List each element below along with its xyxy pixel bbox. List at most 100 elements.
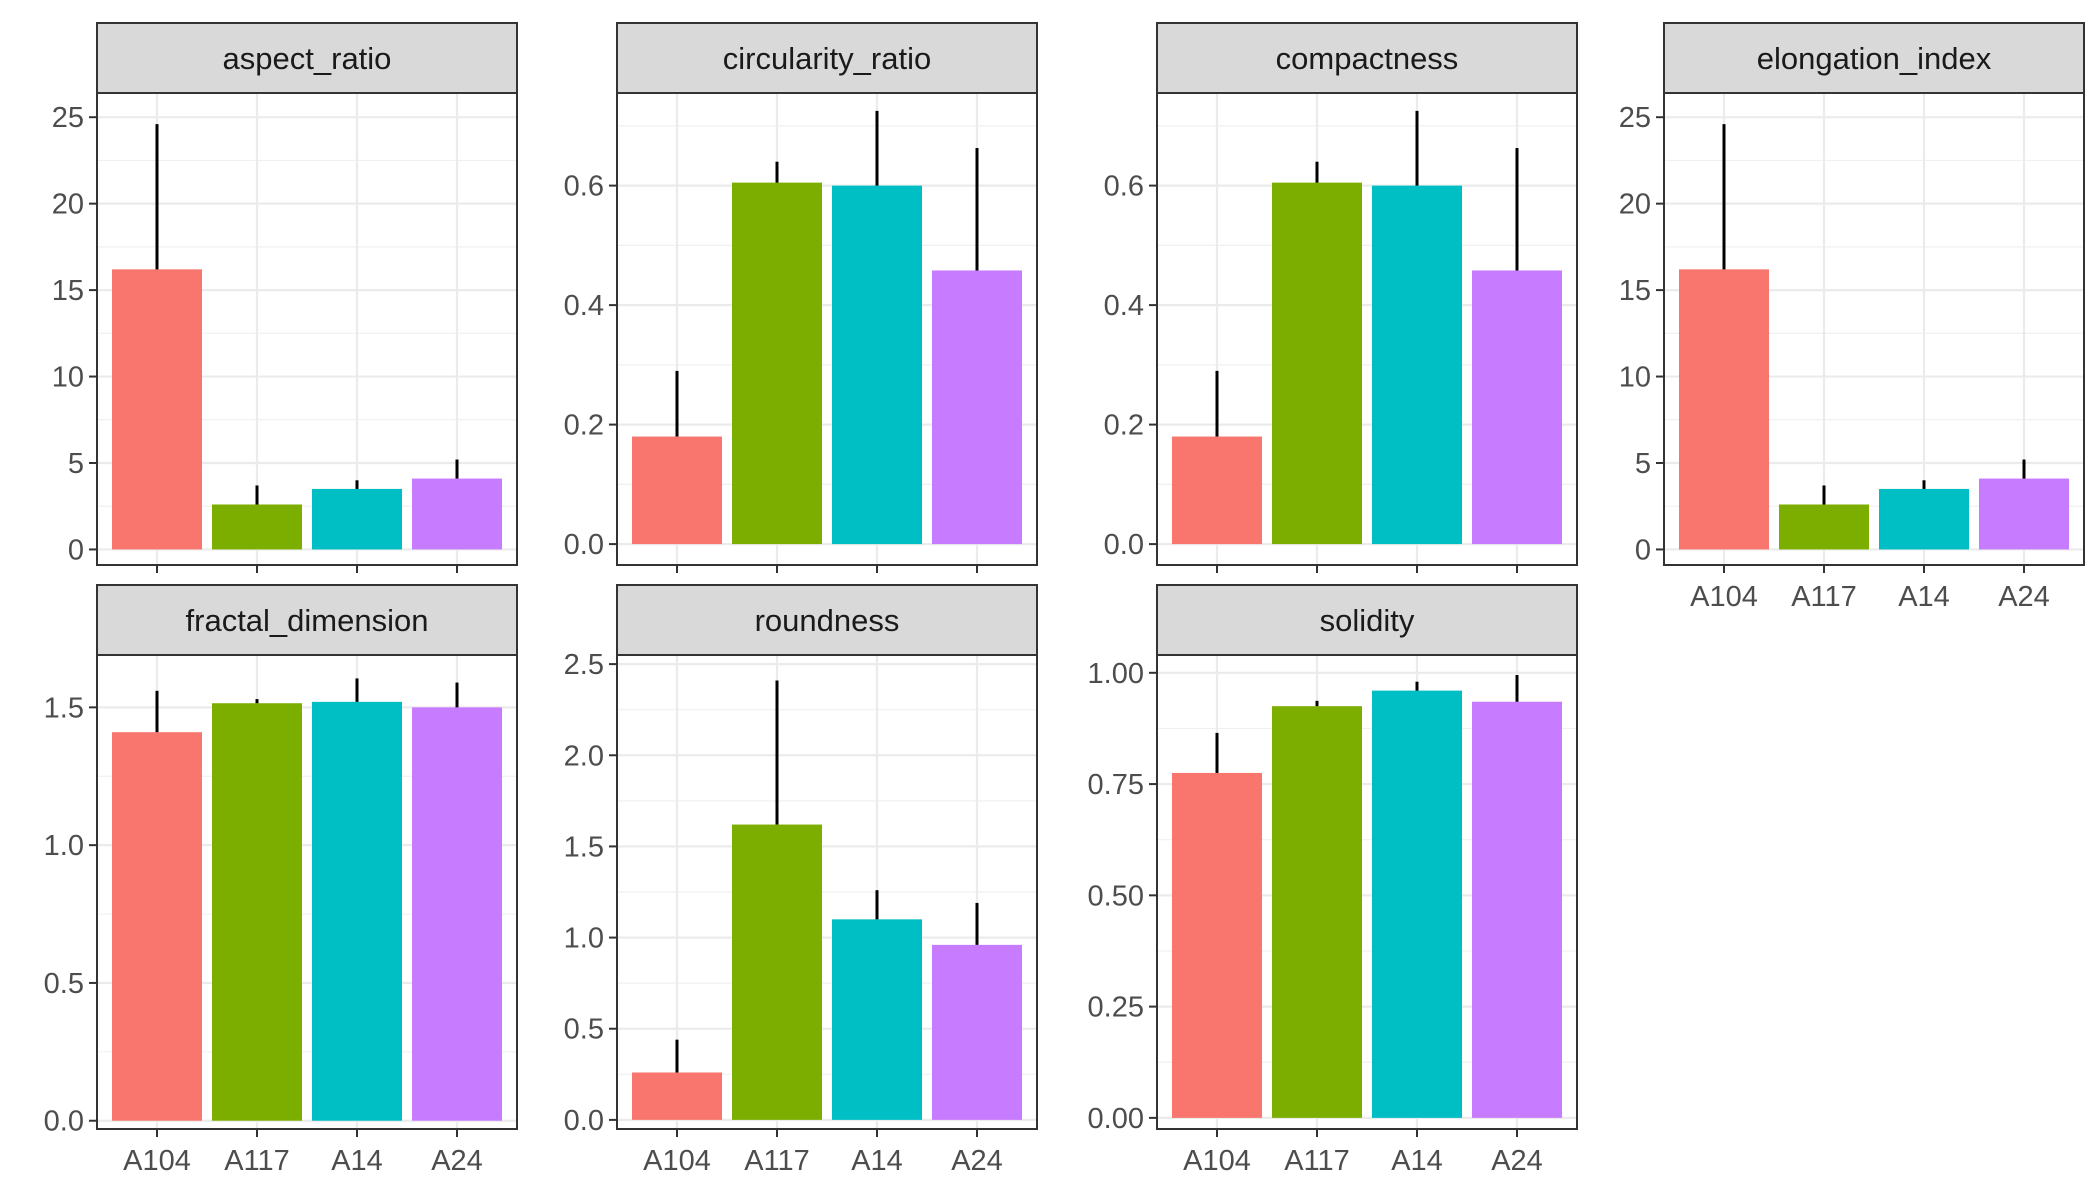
facet-panel-aspect-ratio: aspect_ratio 0 5 10 15 20 25 [52,22,518,573]
bar-A24 [932,944,1022,1120]
x-tick-label: A104 [1183,1145,1251,1177]
facet-panel-fractal-dimension: fractal_dimension 0.0 0.5 1.0 1.5 A104 A117 A14… [44,584,518,1177]
facet-panel-compactness: compactness 0.0 0.2 0.4 0.6 [1104,22,1578,573]
bar-A104 [1172,772,1262,1118]
bar-A117 [1779,504,1869,550]
y-tick-label: 0.5 [44,968,84,1000]
panel-border [96,92,518,566]
y-tick-label: 1.00 [1088,658,1144,690]
x-tick-label: A117 [1791,581,1857,613]
facet-panel-circularity-ratio: circularity_ratio 0.0 0.2 0.4 0.6 [564,22,1038,573]
y-tick-label: 0.4 [1104,290,1144,322]
facet-strip [96,22,518,94]
x-tick-label: A104 [643,1145,711,1177]
bar-A14 [312,701,402,1121]
facet-strip [1663,22,2085,94]
bar-A24 [1979,478,2069,550]
bar-A104 [632,1072,722,1120]
y-tick-label: 0.6 [564,171,604,203]
facet-panel-elongation-index: elongation_index 0 5 10 15 20 25 A104 A117 A14 A24 [1619,22,2085,613]
facet-strip [96,584,518,656]
y-tick-label: 2.0 [564,740,604,772]
facet-strip [1156,584,1578,656]
facet-panel-roundness: roundness 0.0 0.5 1.0 1.5 2.0 2.5 A104 A117 A14 A2… [564,584,1038,1177]
y-tick-label: 0.6 [1104,171,1144,203]
facet-strip-label: roundness [755,603,900,638]
bar-A117 [212,504,302,550]
facet-strip-label: fractal_dimension [186,603,429,638]
y-tick-label: 0.50 [1088,880,1144,912]
facet-strip-label: aspect_ratio [223,41,392,76]
y-tick-label: 0.5 [564,1014,604,1046]
panels-layer: aspect_ratio 0 5 10 15 20 25 circularity_ratio 0… [44,22,2085,1177]
y-tick-label: 1.5 [44,692,84,724]
y-tick-label: 5 [68,448,84,480]
y-tick-label: 0.0 [44,1106,84,1138]
bar-A14 [312,488,402,550]
x-tick-label: A14 [1898,581,1950,613]
x-tick-label: A14 [851,1145,903,1177]
x-tick-label: A14 [331,1145,383,1177]
y-tick-label: 1.0 [564,923,604,955]
y-tick-label: 15 [1619,275,1651,307]
bar-A117 [732,182,822,545]
panel-border [616,92,1038,566]
facet-strip [616,22,1038,94]
bar-A14 [1879,488,1969,550]
bar-A104 [112,269,202,550]
x-tick-label: A24 [951,1145,1003,1177]
facet-strip [616,584,1038,656]
x-tick-label: A24 [1998,581,2050,613]
bar-A14 [832,919,922,1120]
y-tick-label: 1.5 [564,831,604,863]
y-tick-label: 25 [1619,102,1651,134]
y-tick-label: 1.0 [44,830,84,862]
x-tick-label: A14 [1391,1145,1443,1177]
x-tick-label: A24 [1491,1145,1543,1177]
bar-A117 [212,703,302,1121]
bar-A24 [1472,701,1562,1118]
y-tick-label: 10 [52,362,84,394]
x-tick-label: A117 [224,1145,290,1177]
panel-border [1663,92,2085,566]
bar-A104 [1679,269,1769,550]
y-tick-label: 15 [52,275,84,307]
bar-A117 [732,824,822,1120]
x-tick-label: A24 [431,1145,483,1177]
bar-A14 [1372,690,1462,1118]
bar-A117 [1272,182,1362,545]
bar-A104 [1172,436,1262,545]
bar-A14 [1372,185,1462,545]
panel-border [616,654,1038,1130]
y-tick-label: 0.75 [1088,769,1144,801]
y-tick-label: 0.2 [1104,410,1144,442]
y-tick-label: 0.4 [564,290,604,322]
facet-panel-solidity: solidity 0.00 0.25 0.50 0.75 1.00 A104 A117 A14 A… [1088,584,1578,1177]
y-tick-label: 0 [68,534,84,566]
bar-A117 [1272,706,1362,1118]
y-tick-label: 25 [52,102,84,134]
facet-strip-label: solidity [1320,603,1415,638]
y-tick-label: 0 [1635,534,1651,566]
y-tick-label: 0.00 [1088,1103,1144,1135]
y-tick-label: 20 [52,189,84,221]
y-tick-label: 10 [1619,362,1651,394]
bar-A14 [832,185,922,545]
facet-strip-label: circularity_ratio [723,41,931,76]
x-tick-label: A117 [744,1145,810,1177]
y-tick-label: 0.0 [564,529,604,561]
facet-strip [1156,22,1578,94]
panel-border [96,654,518,1130]
y-tick-label: 0.2 [564,410,604,442]
y-tick-label: 0.25 [1088,992,1144,1024]
y-tick-label: 0.0 [1104,529,1144,561]
bar-A24 [932,270,1022,545]
panel-border [1156,92,1578,566]
bar-A104 [112,732,202,1121]
panel-border [1156,654,1578,1130]
y-tick-label: 2.5 [564,649,604,681]
y-tick-label: 20 [1619,189,1651,221]
bar-A24 [1472,270,1562,545]
y-tick-label: 5 [1635,448,1651,480]
facet-strip-label: compactness [1276,41,1459,76]
